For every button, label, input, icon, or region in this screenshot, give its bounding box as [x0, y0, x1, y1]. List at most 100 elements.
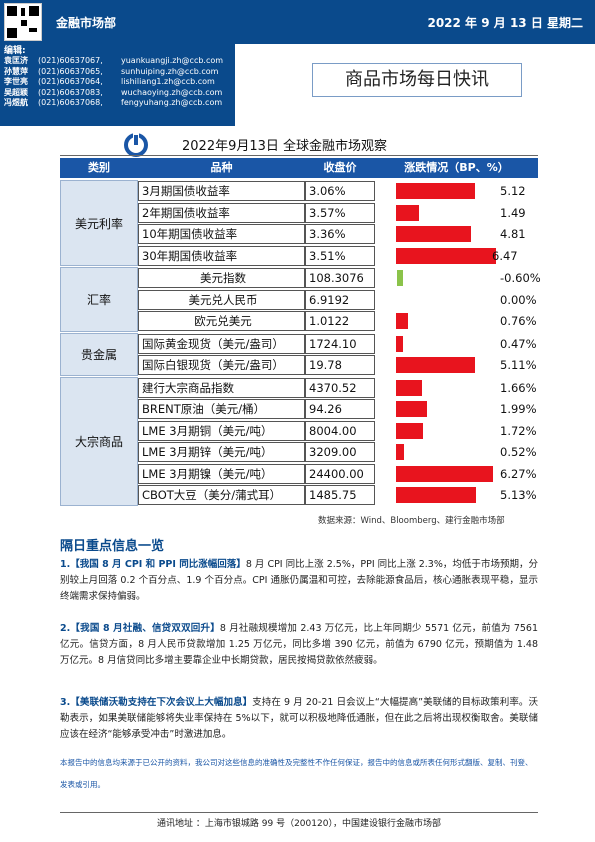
instrument-name: 美元兑人民币 [138, 289, 305, 310]
table-title: 2022年9月13日 全球金融市场观察 [182, 139, 388, 154]
change-bar-cell: 6.27% [375, 464, 538, 484]
table-header-2: 收盘价 [305, 158, 375, 178]
instrument-name: 3月期国债收益率 [138, 181, 305, 201]
news-item: 3.【美联储沃勒支持在下次会议上大幅加息】支持在 9 月 20-21 日会议上“… [60, 695, 538, 743]
editor-row: 李世亮 (021)60637064, lishiliang1.zh@ccb.com [4, 77, 235, 88]
editor-row: 袁匡济 (021)60637067, yuankuangji.zh@ccb.com [4, 56, 235, 67]
news-body: 8 月社融规模增加 2.43 万亿元，比上年同期少 5571 亿元，前值为 75… [60, 623, 539, 666]
editor-row: 孙慧萍 (021)60637065, sunhuiping.zh@ccb.com [4, 67, 235, 78]
change-value: 4.81 [500, 227, 526, 241]
change-bar [396, 204, 420, 221]
category-label: 大宗商品 [60, 376, 138, 506]
divider [60, 155, 538, 156]
editor-name: 吴超颖 [4, 87, 28, 97]
category-label: 美元利率 [60, 180, 138, 266]
change-bar-cell: 6.47 [375, 246, 538, 266]
qr-code-icon [4, 3, 42, 41]
change-bar-cell: 1.72% [375, 421, 538, 441]
change-value: 0.00% [500, 292, 537, 307]
change-bar [396, 335, 404, 352]
instrument-name: 欧元兑美元 [138, 311, 305, 331]
editor-email: yuankuangji.zh@ccb.com [121, 56, 224, 65]
change-value: 1.72% [500, 423, 537, 438]
change-value: 0.76% [500, 314, 537, 328]
change-bar-cell: 0.76% [375, 311, 538, 331]
instrument-name: CBOT大豆（美分/蒲式耳） [138, 485, 305, 505]
instrument-name: 建行大宗商品指数 [138, 377, 305, 398]
change-bar [396, 313, 408, 329]
category-label: 贵金属 [60, 332, 138, 376]
close-price: 1724.10 [305, 333, 375, 354]
change-bar [396, 465, 494, 482]
report-date: 2022 年 9 月 13 日 星期二 [427, 16, 583, 30]
header-bar: 金融市场部 2022 年 9 月 13 日 星期二 [0, 0, 595, 44]
editor-email: wuchaoying.zh@ccb.com [121, 87, 223, 97]
change-value: 6.27% [500, 466, 537, 481]
news-item: 1.【我国 8 月 CPI 和 PPI 同比涨幅回落】8 月 CPI 同比上涨 … [60, 557, 538, 605]
department-name: 金融市场部 [56, 16, 117, 30]
close-price: 3.36% [305, 224, 375, 244]
change-bar-cell: 5.12 [375, 181, 538, 201]
change-bar-cell: -0.60% [375, 268, 541, 288]
news-heading: 隔日重点信息一览 [60, 539, 165, 554]
close-price: 4370.52 [305, 377, 375, 398]
news-body: 8 月 CPI 同比上涨 2.5%，PPI 同比上涨 2.3%，均低于市场预期，… [60, 559, 538, 602]
change-bar-cell: 5.11% [375, 355, 538, 375]
change-value: 5.11% [500, 358, 537, 372]
change-bar [396, 247, 496, 264]
close-price: 3209.00 [305, 442, 375, 462]
change-value: 5.12 [500, 184, 526, 198]
close-price: 3.51% [305, 245, 375, 266]
disclaimer: 本报告中的信息均来源于已公开的资料，我公司对这些信息的准确性及完整性不作任何保证… [60, 758, 533, 789]
instrument-name: LME 3月期锌（美元/吨） [138, 442, 305, 462]
instrument-name: LME 3月期铜（美元/吨） [138, 420, 305, 441]
close-price: 94.26 [305, 399, 375, 419]
change-bar-cell: 0.47% [375, 334, 538, 354]
change-value: 6.47 [492, 248, 518, 263]
change-bar-cell: 0.52% [375, 442, 538, 462]
footer-address: 通讯地址 ：上海市银城路 99 号（200120），中国建设银行金融市场部 [60, 812, 538, 842]
close-price: 1.0122 [305, 311, 375, 331]
close-price: 3.57% [305, 202, 375, 223]
category-label: 汇率 [60, 267, 138, 332]
change-value: 5.13% [500, 488, 537, 502]
change-bar [396, 183, 476, 199]
table-header-1: 品种 [138, 158, 305, 178]
close-price: 1485.75 [305, 485, 375, 505]
editor-row: 冯煜航 (021)60637068, fengyuhang.zh@ccb.com [4, 98, 235, 109]
change-bar [396, 226, 471, 242]
instrument-name: LME 3月期镍（美元/吨） [138, 463, 305, 484]
close-price: 108.3076 [305, 268, 375, 288]
change-value: -0.60% [500, 271, 541, 285]
change-bar [396, 422, 423, 439]
change-bar-cell: 1.49 [375, 203, 538, 223]
close-price: 19.78 [305, 355, 375, 375]
change-bar-cell: 5.13% [375, 485, 538, 505]
news-headline: 1.【我国 8 月 CPI 和 PPI 同比涨幅回落】 [60, 559, 246, 570]
instrument-name: 10年期国债收益率 [138, 224, 305, 244]
editor-name: 孙慧萍 [4, 66, 28, 76]
instrument-name: BRENT原油（美元/桶） [138, 399, 305, 419]
editor-phone: (021)60637067, [38, 56, 103, 65]
change-bar [396, 444, 405, 460]
ccb-logo-icon [124, 133, 148, 157]
news-body: 支持在 9 月 20-21 日会议上“大幅提高”美联储的目标政策利率。沃勒表示，… [60, 697, 538, 740]
instrument-name: 2年期国债收益率 [138, 202, 305, 223]
change-value: 1.99% [500, 402, 537, 416]
change-bar-cell: 0.00% [375, 290, 538, 310]
instrument-name: 30年期国债收益率 [138, 245, 305, 266]
data-source: 数据来源：Wind、Bloomberg、建行金融市场部 [318, 516, 505, 526]
change-bar-cell: 1.66% [375, 378, 538, 398]
change-bar [396, 379, 422, 396]
page-title: 商品市场每日快讯 [312, 63, 522, 97]
editor-phone: (021)60637065, [38, 66, 103, 76]
editor-phone: (021)60637068, [38, 98, 103, 108]
change-value: 0.52% [500, 445, 537, 459]
editor-email: lishiliang1.zh@ccb.com [121, 77, 215, 87]
editor-email: fengyuhang.zh@ccb.com [121, 98, 223, 108]
change-value: 1.49 [500, 205, 526, 220]
change-bar-cell: 1.99% [375, 399, 538, 419]
editor-label: 编辑: [4, 46, 26, 56]
editor-phone: (021)60637083, [38, 87, 103, 97]
change-value: 0.47% [500, 336, 537, 351]
